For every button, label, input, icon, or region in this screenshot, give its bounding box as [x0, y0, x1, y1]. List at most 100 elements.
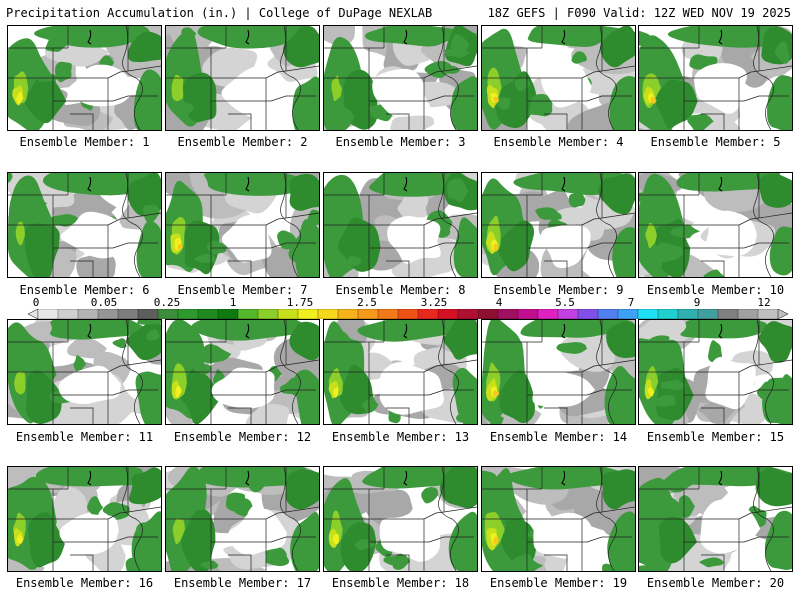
precip-contour	[354, 538, 376, 550]
colorbar-bin	[117, 309, 139, 319]
colorbar-tick-label: 5.5	[555, 296, 575, 309]
lake-outline	[403, 176, 408, 192]
precip-contour	[265, 547, 290, 567]
precip-contour	[175, 102, 194, 115]
precip-contour	[651, 395, 676, 407]
state-border	[386, 113, 410, 130]
colorbar-tick-label: 0	[32, 296, 40, 309]
precip-contour	[59, 513, 119, 555]
precip-contour	[658, 516, 698, 564]
precip-contour	[699, 557, 724, 568]
precip-contour	[639, 565, 658, 571]
precip-contour	[715, 27, 729, 38]
colorbar-bin	[277, 309, 299, 319]
state-border	[428, 389, 474, 396]
ensemble-member-label: Ensemble Member: 17	[173, 576, 312, 590]
ensemble-member-label: Ensemble Member: 18	[331, 576, 470, 590]
precip-contour	[347, 256, 362, 266]
state-border	[435, 506, 477, 514]
state-border	[280, 26, 301, 130]
precip-contour	[764, 510, 792, 570]
precip-contour	[453, 217, 477, 277]
precip-contour	[289, 173, 319, 211]
precip-contour	[68, 64, 135, 107]
precip-contour	[533, 512, 594, 559]
colorbar-bin	[477, 309, 499, 319]
precip-contour	[571, 51, 587, 64]
precip-contour	[447, 178, 469, 203]
ensemble-member-map	[7, 319, 162, 425]
ensemble-member-map	[638, 172, 793, 278]
colorbar-bin	[417, 309, 439, 319]
state-border	[544, 554, 568, 571]
precip-contour	[759, 321, 792, 363]
state-border	[753, 173, 774, 277]
precip-contour	[8, 173, 13, 183]
precip-contour	[211, 367, 275, 409]
precip-contour	[27, 205, 47, 223]
colorbar-bin	[397, 309, 419, 319]
precip-contour	[364, 26, 477, 47]
precip-contour	[42, 173, 152, 196]
state-border	[386, 260, 410, 277]
precip-contour	[580, 467, 597, 475]
precip-contour	[24, 223, 60, 277]
precip-contour	[482, 470, 498, 486]
state-border	[277, 212, 319, 220]
state-border	[70, 260, 94, 277]
precip-contour	[191, 320, 311, 341]
state-border	[277, 65, 319, 73]
lake-outline	[403, 470, 408, 486]
state-border	[228, 554, 252, 571]
state-border	[428, 95, 474, 102]
ensemble-member-map	[165, 466, 320, 572]
colorbar-bin	[257, 309, 279, 319]
precip-contour	[602, 469, 635, 510]
state-border	[280, 173, 301, 277]
ensemble-member-map	[481, 172, 636, 278]
state-border	[369, 71, 437, 79]
precip-contour	[135, 371, 161, 424]
state-border	[70, 407, 94, 424]
precip-contour	[509, 339, 524, 355]
colorbar-right-arrow	[777, 309, 788, 319]
precip-contour	[225, 492, 246, 512]
precip-map	[639, 173, 792, 277]
ensemble-member-map	[165, 319, 320, 425]
precip-contour	[248, 475, 267, 493]
colorbar-tick-label: 0.25	[153, 296, 181, 309]
precip-map	[324, 173, 477, 277]
ensemble-member-label: Ensemble Member: 7	[177, 283, 308, 297]
state-border	[750, 212, 792, 220]
state-border	[270, 536, 316, 543]
lake-outline	[403, 323, 408, 339]
precip-contour	[499, 370, 535, 424]
state-border	[112, 389, 158, 396]
ensemble-member-map	[481, 466, 636, 572]
precip-contour	[648, 387, 655, 397]
state-border	[596, 26, 617, 130]
colorbar-bin	[237, 309, 259, 319]
precip-contour	[708, 340, 723, 363]
precip-contour	[282, 26, 319, 68]
precip-contour	[221, 214, 272, 263]
colorbar-tick-label: 12	[757, 296, 771, 309]
precip-contour	[759, 173, 792, 208]
colorbar-bin	[517, 309, 539, 319]
state-border	[277, 359, 319, 367]
precip-contour	[383, 555, 407, 568]
ensemble-member-label: Ensemble Member: 15	[646, 430, 785, 444]
state-border	[750, 506, 792, 514]
precip-contour	[540, 224, 591, 268]
colorbar-bin	[697, 309, 719, 319]
precip-contour	[289, 321, 319, 361]
precip-map	[639, 26, 792, 130]
precip-contour	[700, 499, 761, 554]
state-border	[211, 71, 279, 79]
colorbar-bin	[337, 309, 359, 319]
precip-contour	[146, 329, 160, 341]
ensemble-member-label: Ensemble Member: 1	[19, 135, 150, 149]
state-border	[270, 389, 316, 396]
precip-contour	[755, 468, 792, 507]
lake-outline	[561, 176, 566, 192]
